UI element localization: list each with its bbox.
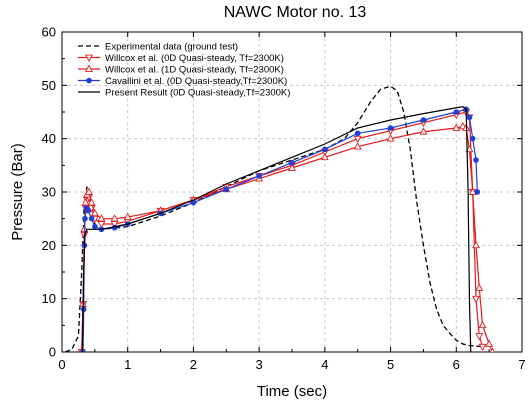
series-point-2 bbox=[478, 320, 487, 329]
series-point-3 bbox=[88, 215, 95, 222]
series-point-1 bbox=[353, 135, 362, 144]
series-point-2 bbox=[468, 187, 477, 195]
series-3 bbox=[80, 106, 481, 352]
y-axis-label: Pressure (Bar) bbox=[9, 143, 26, 241]
y-tick-label: 50 bbox=[42, 78, 56, 93]
series-point-2 bbox=[490, 347, 495, 352]
legend: Experimental data (ground test)Willcox e… bbox=[78, 41, 290, 98]
series-point-2 bbox=[320, 152, 329, 161]
series-4 bbox=[81, 106, 472, 352]
series-point-2 bbox=[110, 214, 119, 222]
series-point-2 bbox=[123, 212, 132, 220]
x-tick-label: 7 bbox=[518, 357, 525, 372]
x-tick-label: 0 bbox=[58, 357, 65, 372]
x-tick-label: 1 bbox=[124, 357, 131, 372]
series-point-2 bbox=[419, 127, 428, 135]
series-point-3 bbox=[453, 109, 460, 115]
series-point-1 bbox=[475, 333, 484, 341]
series-point-3 bbox=[85, 207, 92, 214]
series-point-2 bbox=[87, 198, 96, 206]
series-point-2 bbox=[84, 187, 93, 195]
series-point-3 bbox=[420, 117, 427, 123]
series-point-2 bbox=[452, 123, 461, 131]
series-point-2 bbox=[353, 142, 362, 150]
series-point-3 bbox=[256, 173, 262, 179]
y-tick-label: 40 bbox=[42, 131, 56, 146]
series-point-3 bbox=[469, 135, 476, 142]
legend-marker-1 bbox=[85, 54, 93, 62]
chart-title: NAWC Motor no. 13 bbox=[224, 4, 367, 21]
series-2 bbox=[79, 121, 495, 352]
x-tick-label: 2 bbox=[190, 357, 197, 372]
series-point-2 bbox=[288, 163, 296, 171]
series-point-3 bbox=[322, 146, 328, 153]
x-tick-label: 3 bbox=[256, 357, 263, 372]
y-tick-label: 30 bbox=[42, 185, 56, 200]
series-line-1 bbox=[81, 111, 484, 352]
legend-label-3: Cavallini et al. (0D Quasi-steady,Tf=230… bbox=[105, 76, 287, 87]
legend-label-0: Experimental data (ground test) bbox=[105, 41, 238, 52]
series-line-3 bbox=[82, 108, 478, 352]
series-point-1 bbox=[478, 343, 487, 352]
x-tick-label: 6 bbox=[453, 357, 460, 372]
x-axis-label: Time (sec) bbox=[257, 383, 327, 400]
series-point-3 bbox=[80, 349, 86, 352]
legend-marker-2 bbox=[85, 64, 93, 72]
series-point-3 bbox=[289, 159, 295, 166]
legend-label-1: Willcox et al. (0D Quasi-steady, Tf=2300… bbox=[105, 53, 284, 64]
legend-label-4: Present Result (0D Quasi-steady,Tf=2300K… bbox=[105, 87, 290, 98]
x-tick-label: 5 bbox=[387, 357, 394, 372]
series-point-2 bbox=[386, 134, 395, 142]
y-tick-label: 60 bbox=[42, 25, 56, 40]
series-point-2 bbox=[485, 339, 494, 347]
series-point-2 bbox=[97, 214, 106, 222]
series-point-2 bbox=[475, 283, 484, 291]
series-point-3 bbox=[387, 125, 394, 131]
series-point-1 bbox=[110, 221, 119, 229]
series-point-1 bbox=[472, 295, 480, 304]
axis-ticks: 0 1 2 3 4 5 6 7 0 10 20 30 40 50 60 bbox=[42, 25, 526, 373]
series-point-3 bbox=[474, 189, 481, 195]
series-point-3 bbox=[473, 157, 479, 163]
series-point-1 bbox=[97, 221, 106, 229]
y-tick-label: 20 bbox=[42, 238, 56, 253]
x-tick-label: 4 bbox=[321, 357, 328, 372]
series-layer bbox=[65, 85, 495, 352]
series-1 bbox=[77, 109, 487, 352]
series-point-2 bbox=[90, 208, 99, 217]
series-point-3 bbox=[354, 130, 361, 137]
series-point-2 bbox=[472, 240, 480, 249]
series-point-3 bbox=[466, 114, 473, 121]
series-point-3 bbox=[223, 186, 230, 193]
series-point-2 bbox=[465, 144, 474, 153]
legend-label-2: Willcox et al. (1D Quasi-steady, Tf=2300… bbox=[105, 64, 284, 75]
series-point-2 bbox=[81, 198, 90, 206]
legend-marker-3 bbox=[86, 77, 92, 84]
series-line-2 bbox=[81, 125, 493, 352]
grid-lines bbox=[62, 32, 522, 352]
series-point-3 bbox=[92, 223, 98, 230]
y-tick-label: 0 bbox=[49, 345, 56, 360]
y-tick-label: 10 bbox=[42, 291, 56, 306]
series-point-3 bbox=[82, 215, 88, 222]
series-line-4 bbox=[81, 106, 472, 352]
